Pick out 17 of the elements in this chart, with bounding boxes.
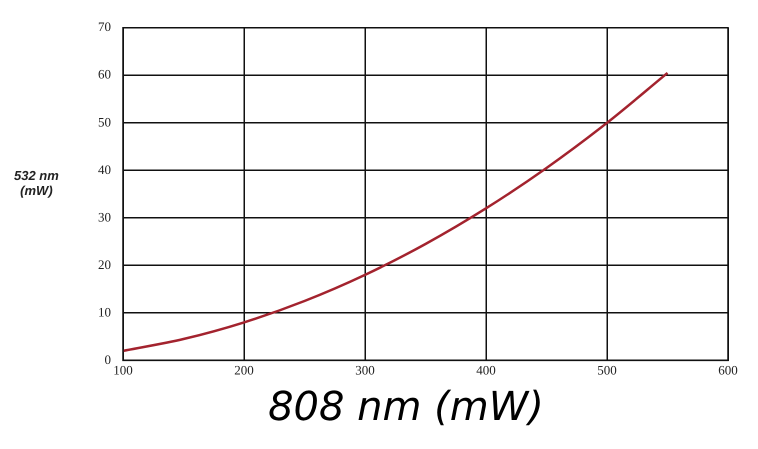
x-axis-title: 808 nm (mW)	[267, 384, 545, 430]
x-tick-label: 500	[597, 362, 617, 378]
y-tick-label: 50	[98, 114, 111, 130]
y-tick-label: 0	[104, 352, 111, 367]
y-tick-label: 40	[98, 162, 111, 177]
y-axis-title: 532 nm (mW)	[14, 168, 59, 198]
x-tick-label: 600	[718, 362, 738, 378]
x-tick-label: 400	[476, 362, 496, 378]
y-tick-label: 10	[98, 304, 111, 320]
y-tick-label: 70	[98, 19, 111, 34]
x-tick-label: 300	[355, 362, 375, 378]
x-tick-label: 200	[234, 362, 254, 378]
y-tick-label: 60	[98, 66, 111, 82]
y-tick-label: 30	[98, 209, 111, 224]
x-tick-label: 100	[113, 362, 133, 378]
y-tick-label: 20	[98, 256, 111, 272]
line-series	[123, 72, 669, 352]
